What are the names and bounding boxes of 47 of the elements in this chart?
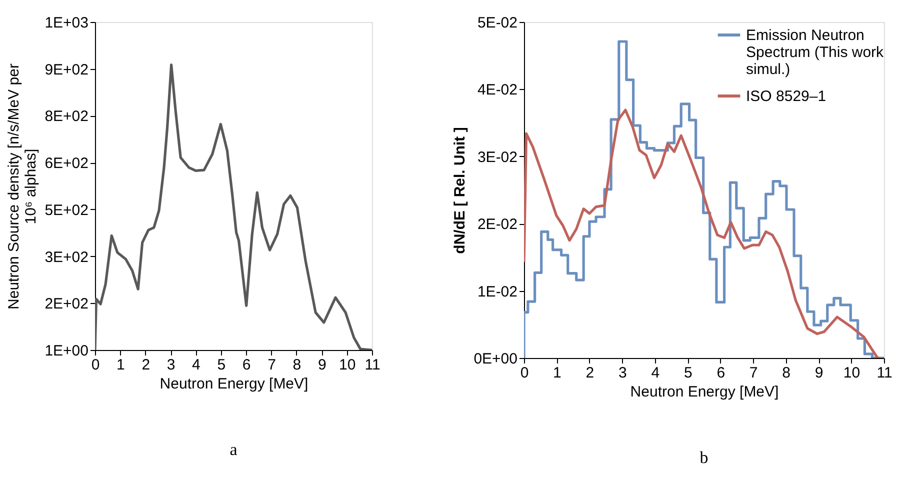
y-tick-label: 5E-02 bbox=[477, 14, 518, 32]
y-tick-label: 1E-02 bbox=[477, 283, 518, 300]
x-tick-label: 3 bbox=[618, 364, 627, 382]
x-tick-label: 10 bbox=[338, 356, 356, 374]
y-tick-label: 8E+02 bbox=[44, 108, 88, 126]
x-tick-label: 1 bbox=[116, 356, 125, 374]
x-tick-label: 7 bbox=[268, 356, 276, 374]
x-tick-label: 7 bbox=[749, 364, 758, 382]
x-tick-label: 6 bbox=[716, 364, 726, 382]
y-tick-label: 3E+02 bbox=[44, 248, 88, 266]
x-tick-label: 9 bbox=[814, 364, 824, 382]
y-tick-label: 2E-02 bbox=[477, 216, 518, 234]
x-tick-label: 11 bbox=[364, 356, 380, 374]
y-tick-label: 5E+02 bbox=[44, 202, 88, 219]
x-tick-label: 4 bbox=[651, 364, 660, 382]
y-tick-label: 6E+02 bbox=[44, 155, 88, 172]
x-axis-title: Neutron Energy [MeV] bbox=[630, 384, 779, 400]
y-tick-label: 3E-02 bbox=[477, 148, 518, 166]
legend-label: Emission Neutron Spectrum (This work simul.) bbox=[746, 27, 884, 78]
x-tick-label: 0 bbox=[91, 356, 100, 374]
text: a bbox=[230, 440, 238, 459]
x-tick-label: 11 bbox=[876, 364, 892, 382]
x-tick-label: 4 bbox=[192, 356, 200, 374]
x-tick-label: 5 bbox=[217, 356, 226, 374]
y-axis-title: Neutron Source density [n/s/MeV per 10⁶ alphas] bbox=[6, 64, 40, 310]
x-tick-label: 10 bbox=[843, 364, 860, 382]
y-axis-title: dN/dE [ Rel. Unit ] bbox=[452, 127, 469, 254]
y-tick-label: 9E+02 bbox=[44, 61, 88, 78]
x-tick-label: 3 bbox=[166, 356, 176, 374]
y-tick-label: 2E+02 bbox=[44, 296, 88, 313]
x-tick-label: 8 bbox=[782, 364, 790, 382]
y-tick-label: 1E+03 bbox=[44, 14, 88, 32]
line-series bbox=[524, 108, 880, 358]
x-axis-title: Neutron Energy [MeV] bbox=[160, 376, 308, 392]
x-tick-label: 0 bbox=[520, 364, 529, 382]
y-tick-label: 0E+00 bbox=[474, 350, 518, 368]
x-tick-label: 6 bbox=[242, 356, 251, 374]
x-tick-label: 5 bbox=[684, 364, 692, 382]
legend-label: ISO 8529–1 bbox=[746, 88, 826, 105]
y-tick-label: 4E-02 bbox=[477, 82, 518, 99]
x-tick-label: 2 bbox=[142, 356, 150, 374]
x-tick-label: 8 bbox=[292, 356, 302, 374]
text: b bbox=[700, 448, 708, 467]
x-tick-label: 9 bbox=[318, 356, 326, 374]
x-tick-label: 2 bbox=[586, 364, 594, 382]
x-tick-label: 1 bbox=[553, 364, 562, 382]
y-tick-label: 1E+00 bbox=[44, 342, 88, 360]
